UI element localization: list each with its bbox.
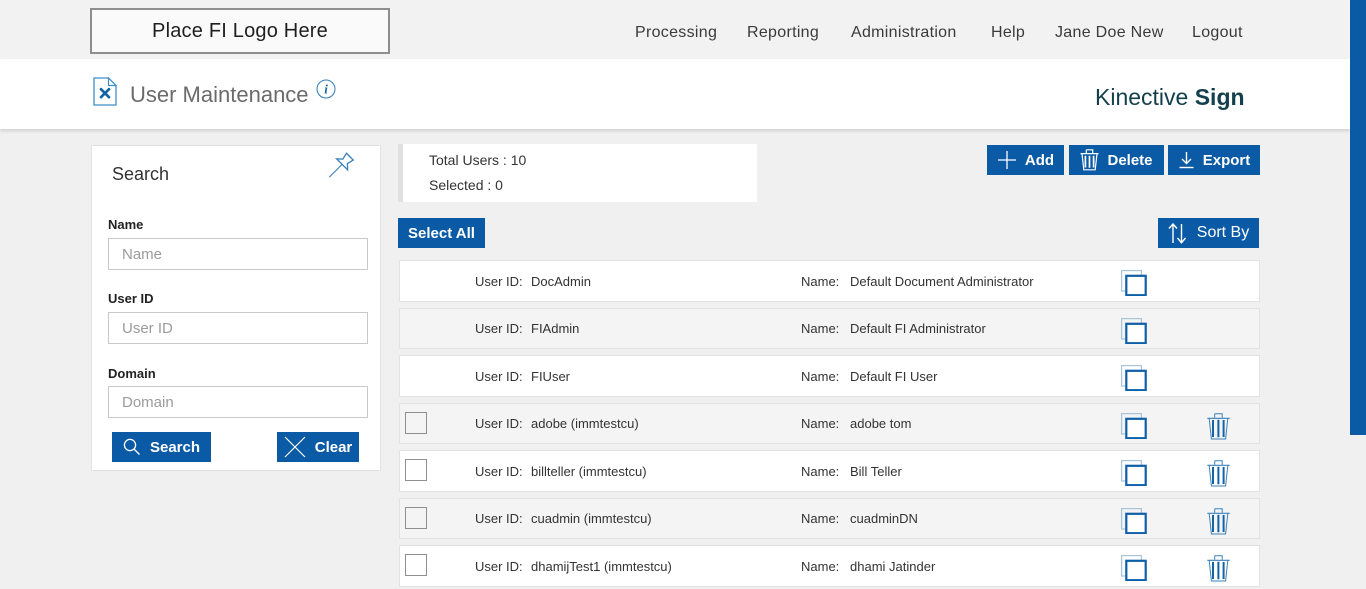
svg-text:i: i bbox=[324, 82, 328, 97]
